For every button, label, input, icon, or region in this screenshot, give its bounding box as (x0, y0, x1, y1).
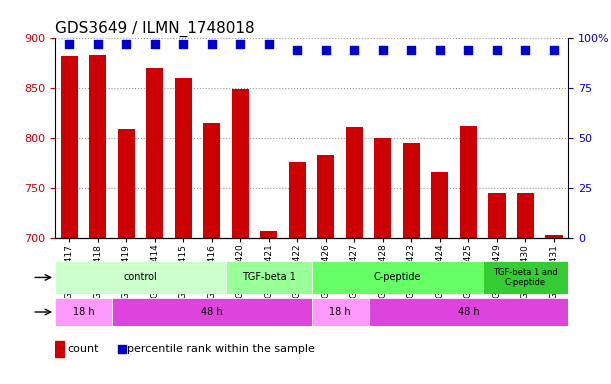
Bar (60, 56, 78, 238)
Text: percentile rank within the sample: percentile rank within the sample (127, 344, 315, 354)
Text: control: control (123, 272, 158, 283)
Text: TGF-beta 1 and
C-peptide: TGF-beta 1 and C-peptide (493, 268, 558, 287)
Text: GDS3649 / ILMN_1748018: GDS3649 / ILMN_1748018 (55, 21, 255, 37)
Bar (460, 126, 477, 238)
Point (178, 41, 188, 48)
Point (64, 41, 74, 48)
Text: 48 h: 48 h (201, 307, 222, 317)
Point (150, 41, 159, 48)
Point (378, 47, 388, 53)
FancyBboxPatch shape (226, 261, 312, 294)
Bar (146, 68, 163, 238)
Text: 48 h: 48 h (458, 307, 479, 317)
Bar (517, 193, 534, 238)
FancyBboxPatch shape (483, 261, 568, 294)
FancyBboxPatch shape (55, 298, 112, 326)
FancyBboxPatch shape (312, 261, 483, 294)
Point (549, 47, 559, 53)
Point (492, 47, 502, 53)
Bar (232, 89, 249, 238)
FancyBboxPatch shape (312, 298, 368, 326)
Point (293, 47, 302, 53)
Point (321, 47, 331, 53)
FancyBboxPatch shape (112, 298, 312, 326)
Bar (317, 155, 334, 238)
Text: TGF-beta 1: TGF-beta 1 (242, 272, 296, 283)
Bar (203, 123, 221, 238)
Bar (431, 172, 448, 238)
Bar (403, 143, 420, 238)
Point (235, 41, 245, 48)
Bar (175, 78, 192, 238)
Text: count: count (68, 344, 100, 354)
Bar (488, 193, 505, 238)
Point (349, 47, 359, 53)
Point (93, 41, 103, 48)
Bar (89, 55, 106, 238)
Bar (375, 138, 392, 238)
Bar (260, 231, 277, 238)
Point (207, 41, 217, 48)
Bar (546, 235, 563, 238)
Text: 18 h: 18 h (329, 307, 351, 317)
Bar (118, 129, 135, 238)
Text: 18 h: 18 h (73, 307, 94, 317)
Point (406, 47, 416, 53)
Point (464, 47, 474, 53)
Bar (55, 341, 64, 357)
Point (264, 41, 274, 48)
Bar (289, 162, 306, 238)
Bar (346, 127, 363, 238)
Text: C-peptide: C-peptide (373, 272, 421, 283)
Point (521, 47, 530, 53)
Point (435, 47, 445, 53)
FancyBboxPatch shape (368, 298, 568, 326)
FancyBboxPatch shape (55, 261, 226, 294)
Point (122, 41, 131, 48)
